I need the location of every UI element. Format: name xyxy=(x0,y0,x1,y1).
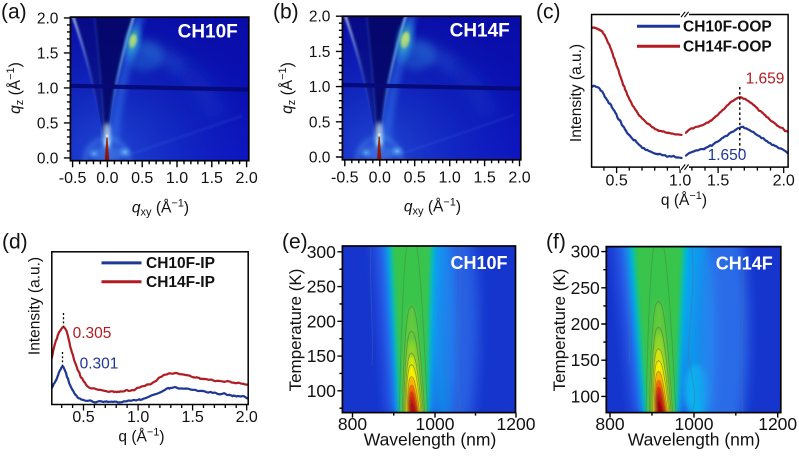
svg-text:q (Å−1): q (Å−1) xyxy=(661,190,707,209)
svg-text:CH10F: CH10F xyxy=(178,22,238,43)
svg-text:qz (Å−1): qz (Å−1) xyxy=(5,62,26,114)
svg-text:(f): (f) xyxy=(546,231,566,254)
svg-text:CH14F-IP: CH14F-IP xyxy=(146,274,215,291)
svg-text:(a): (a) xyxy=(1,0,27,23)
svg-text:1.0: 1.0 xyxy=(166,170,188,187)
svg-text:CH14F: CH14F xyxy=(450,21,510,42)
svg-text:qz (Å−1): qz (Å−1) xyxy=(277,62,298,114)
svg-text:1.0: 1.0 xyxy=(309,79,331,96)
svg-text:Wavelength (nm): Wavelength (nm) xyxy=(628,430,761,450)
svg-text:1.5: 1.5 xyxy=(201,170,223,187)
svg-text:(d): (d) xyxy=(2,231,28,254)
svg-text:0.0: 0.0 xyxy=(309,150,331,167)
svg-text:300: 300 xyxy=(571,242,600,262)
svg-text:1.5: 1.5 xyxy=(309,44,331,61)
svg-text:1200: 1200 xyxy=(497,414,536,434)
svg-text:150: 150 xyxy=(571,350,600,370)
svg-text:0.0: 0.0 xyxy=(96,170,118,187)
svg-text:1.5: 1.5 xyxy=(707,173,729,190)
svg-text:qxy (Å−1): qxy (Å−1) xyxy=(132,198,189,219)
svg-text:0.0: 0.0 xyxy=(369,169,391,186)
svg-text:CH14F-OOP: CH14F-OOP xyxy=(683,39,772,56)
svg-text:800: 800 xyxy=(595,414,624,434)
svg-text:1.5: 1.5 xyxy=(37,45,59,62)
svg-text:1000: 1000 xyxy=(675,414,714,434)
svg-text:1.0: 1.0 xyxy=(669,173,691,190)
svg-text:1000: 1000 xyxy=(416,414,455,434)
svg-text:250: 250 xyxy=(571,278,600,298)
svg-text:Intensity (a.u.): Intensity (a.u.) xyxy=(568,44,585,142)
svg-text:-0.5: -0.5 xyxy=(331,169,359,186)
svg-text:2.0: 2.0 xyxy=(508,169,530,186)
svg-text:Wavelength (nm): Wavelength (nm) xyxy=(364,430,497,450)
svg-text:0.5: 0.5 xyxy=(605,173,627,190)
svg-text:1.0: 1.0 xyxy=(37,80,59,97)
svg-text:2.0: 2.0 xyxy=(235,170,257,187)
svg-text:qxy (Å−1): qxy (Å−1) xyxy=(404,197,461,218)
svg-text:1.650: 1.650 xyxy=(708,147,747,164)
svg-text:CH14F: CH14F xyxy=(716,254,773,274)
svg-text:q (Å−1): q (Å−1) xyxy=(118,427,164,446)
svg-text:0.5: 0.5 xyxy=(404,169,426,186)
svg-text:0.5: 0.5 xyxy=(37,115,59,132)
svg-text:250: 250 xyxy=(307,277,336,297)
svg-text:200: 200 xyxy=(307,311,336,331)
svg-text:CH10F-OOP: CH10F-OOP xyxy=(683,19,772,36)
svg-text:1.0: 1.0 xyxy=(439,169,461,186)
svg-text:CH10F: CH10F xyxy=(450,253,507,273)
svg-text:Intensity (a.u.): Intensity (a.u.) xyxy=(27,257,44,355)
svg-text:2.0: 2.0 xyxy=(236,409,258,426)
svg-text:1.5: 1.5 xyxy=(181,409,203,426)
svg-text:300: 300 xyxy=(307,242,336,262)
svg-text:Temperature (K): Temperature (K) xyxy=(550,269,569,392)
svg-text:200: 200 xyxy=(571,314,600,334)
svg-text:0.301: 0.301 xyxy=(80,356,119,373)
svg-text:100: 100 xyxy=(307,381,336,401)
svg-text:0.5: 0.5 xyxy=(309,114,331,131)
svg-text:1.0: 1.0 xyxy=(127,409,149,426)
svg-text:2.0: 2.0 xyxy=(309,9,331,26)
svg-text:2.0: 2.0 xyxy=(773,173,795,190)
svg-text:(e): (e) xyxy=(282,231,308,254)
svg-text:(c): (c) xyxy=(536,0,561,23)
svg-text:2.0: 2.0 xyxy=(37,10,59,27)
svg-text:0.0: 0.0 xyxy=(37,150,59,167)
svg-text:800: 800 xyxy=(338,414,367,434)
svg-text:1.659: 1.659 xyxy=(746,71,785,88)
svg-text:0.305: 0.305 xyxy=(73,325,112,342)
svg-text:-0.5: -0.5 xyxy=(59,170,87,187)
svg-text:1200: 1200 xyxy=(758,414,797,434)
svg-text:1.5: 1.5 xyxy=(473,169,495,186)
svg-text:(b): (b) xyxy=(273,0,299,23)
svg-text:150: 150 xyxy=(307,346,336,366)
svg-text:Temperature (K): Temperature (K) xyxy=(286,269,305,392)
svg-text:100: 100 xyxy=(571,386,600,406)
svg-text:0.5: 0.5 xyxy=(72,409,94,426)
svg-text:0.5: 0.5 xyxy=(131,170,153,187)
svg-text:CH10F-IP: CH10F-IP xyxy=(146,255,215,272)
